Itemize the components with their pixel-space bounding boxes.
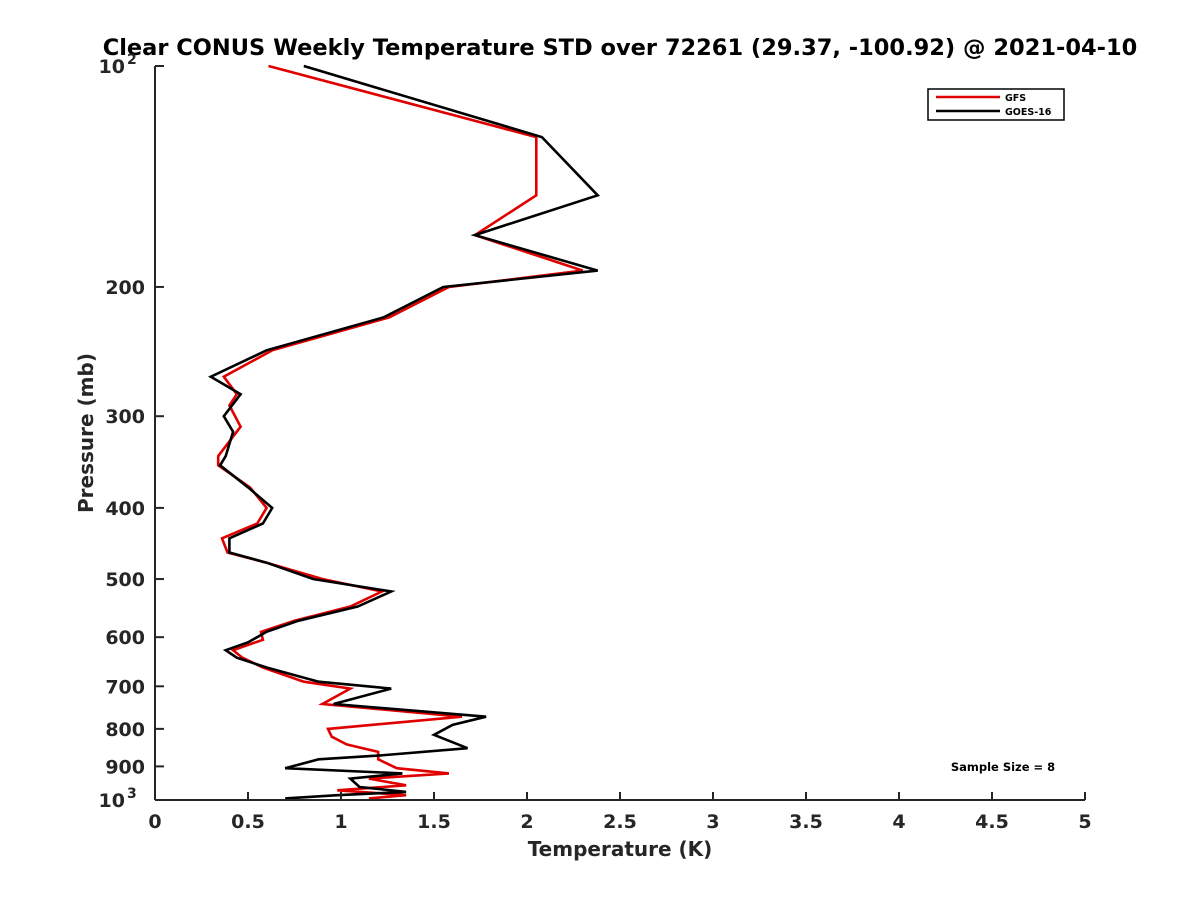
y-axis-label: Pressure (mb)	[74, 353, 98, 513]
x-tick-label: 3.5	[789, 811, 823, 833]
y-tick-exponent: 2	[127, 52, 137, 68]
legend: GFS GOES-16	[927, 88, 1065, 121]
y-tick-label: 10	[99, 56, 125, 78]
y-tick-label: 200	[105, 277, 145, 299]
x-tick-label: 4	[892, 811, 905, 833]
y-tick-exponent: 3	[127, 786, 137, 802]
series-line-0	[216, 64, 584, 800]
x-tick-label: 1.5	[417, 811, 451, 833]
y-tick-label: 500	[105, 569, 145, 591]
y-tick-label: 900	[105, 756, 145, 778]
x-tick-label: 4.5	[975, 811, 1009, 833]
x-tick-label: 2.5	[603, 811, 637, 833]
x-tick-label: 2	[520, 811, 533, 833]
x-tick-label: 3	[706, 811, 719, 833]
y-tick-label: 10	[99, 790, 125, 812]
legend-label-gfs: GFS	[1005, 93, 1026, 104]
sample-size-annotation: Sample Size = 8	[951, 760, 1055, 774]
series-layer	[208, 64, 601, 800]
x-ticks: 0 0.5 1 1.5 2 2.5 3 3.5 4 4.5 5	[148, 792, 1092, 833]
x-tick-label: 0	[148, 811, 161, 833]
chart-title: Clear CONUS Weekly Temperature STD over …	[103, 35, 1138, 61]
y-tick-label: 800	[105, 719, 145, 741]
y-tick-label: 300	[105, 406, 145, 428]
legend-label-goes16: GOES-16	[1005, 107, 1052, 118]
legend-box	[927, 88, 1065, 121]
x-tick-label: 1	[334, 811, 347, 833]
x-tick-label: 0.5	[231, 811, 265, 833]
series-line-1	[208, 64, 601, 800]
y-tick-label: 600	[105, 627, 145, 649]
y-tick-label: 400	[105, 498, 145, 520]
x-axis-label: Temperature (K)	[528, 837, 713, 861]
x-tick-label: 5	[1078, 811, 1091, 833]
y-tick-label: 700	[105, 676, 145, 698]
